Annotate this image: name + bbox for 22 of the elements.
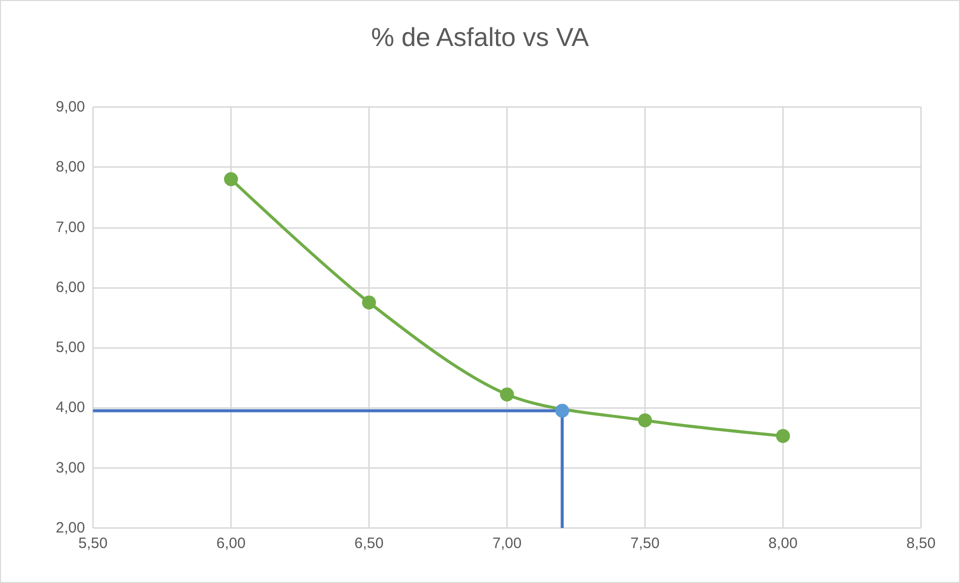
y-tick-label: 9,00 (56, 98, 85, 116)
point (500, 387, 514, 402)
chart-title: % de Asfalto vs VA (371, 22, 590, 52)
y-tick-label: 4,00 (56, 399, 85, 416)
y-tick-label: 2,00 (56, 520, 85, 536)
x-tick-label: 7,00 (492, 535, 522, 552)
point (362, 295, 376, 310)
y-tick-label: 7,00 (56, 218, 85, 236)
x-tick-label: 8,00 (768, 535, 798, 552)
y-tick-label: 3,00 (56, 459, 85, 476)
point (776, 428, 790, 443)
x-tick-label: 6,50 (354, 535, 384, 552)
point (638, 413, 652, 428)
y-tick-label: 6,00 (56, 278, 85, 296)
x-tick-label: 5,50 (78, 535, 108, 552)
point (555, 404, 570, 418)
y-tick-label: 8,00 (56, 158, 85, 176)
point (224, 172, 238, 186)
y-tick-label: 5,00 (56, 339, 85, 356)
x-tick-label: 8,50 (906, 535, 936, 552)
x-tick-label: 7,50 (630, 535, 660, 552)
x-tick-label: 6,00 (216, 535, 246, 552)
